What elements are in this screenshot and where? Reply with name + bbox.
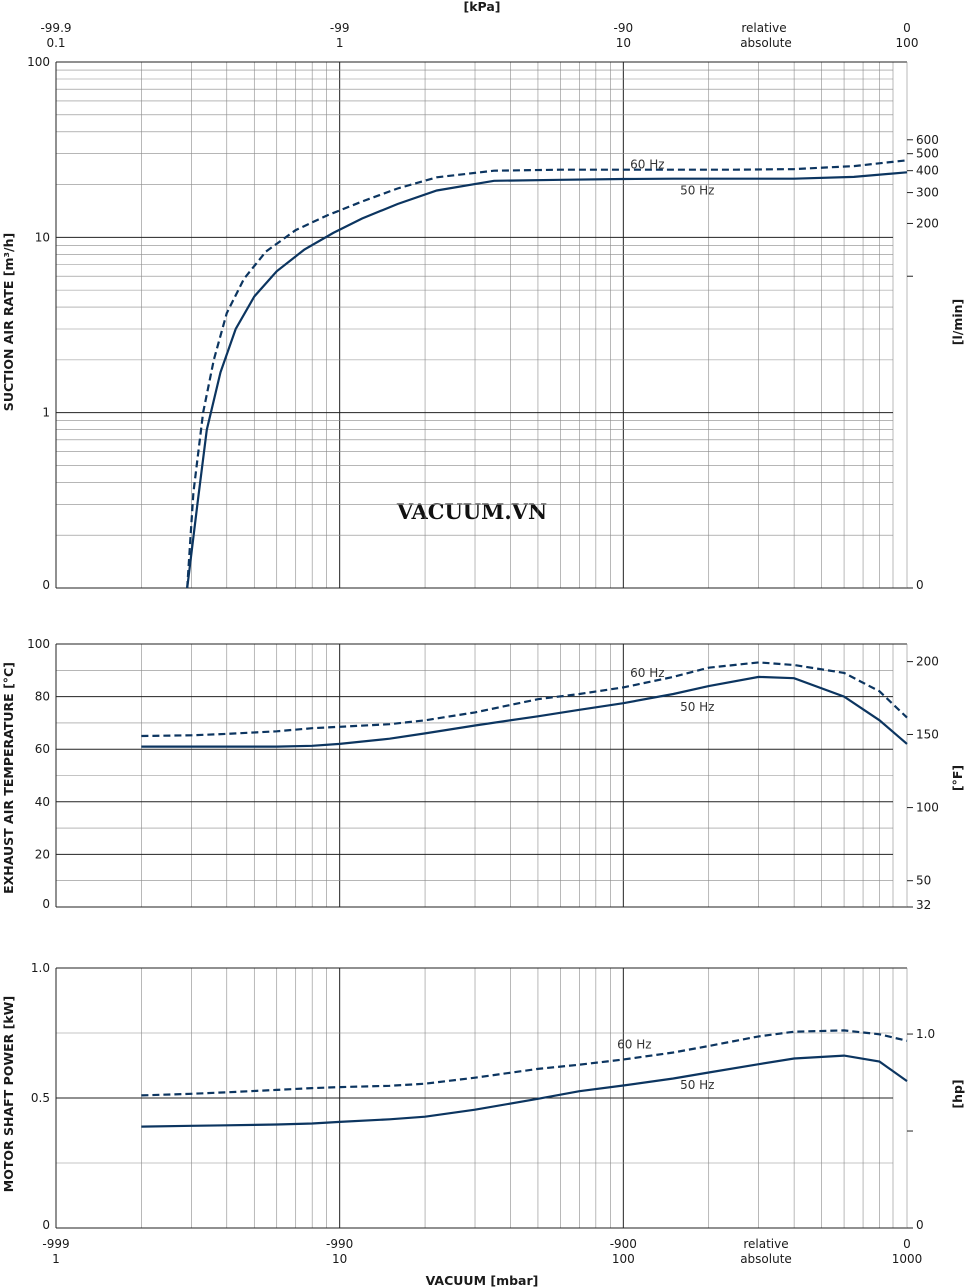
- series-line-60hz: [141, 1029, 908, 1097]
- bottom-tick-relative: -990: [326, 1237, 353, 1251]
- panel1-left-axis-title: SUCTION AIR RATE [m³/h]: [1, 233, 16, 411]
- series-label: 50 Hz: [680, 700, 714, 714]
- bottom-tick-absolute: 10: [332, 1252, 347, 1266]
- series-line-60hz: [186, 159, 908, 589]
- right-tick-label: 600: [916, 133, 939, 147]
- bottom-tick-absolute: 1: [52, 1252, 60, 1266]
- left-tick-label: 80: [35, 690, 50, 704]
- series-line-50hz: [141, 675, 908, 748]
- panel-1: [55, 61, 913, 589]
- left-tick-label: 100: [27, 637, 50, 651]
- top-tick-absolute: 1: [336, 36, 344, 50]
- left-tick-label: 40: [35, 795, 50, 809]
- bottom-tick-absolute: 100: [612, 1252, 635, 1266]
- top-tick-absolute: 0.1: [46, 36, 65, 50]
- series-label: 60 Hz: [617, 1038, 651, 1052]
- top-axis-absolute-label: absolute: [740, 36, 792, 50]
- series-line-50hz: [186, 171, 908, 589]
- top-tick-relative: 0: [903, 21, 911, 35]
- right-tick-label: 100: [916, 801, 939, 815]
- series-label: 60 Hz: [630, 666, 664, 680]
- bottom-axis-title: VACUUM [mbar]: [426, 1273, 539, 1287]
- top-tick-absolute: 10: [616, 36, 631, 50]
- left-tick-label: 60: [35, 742, 50, 756]
- bottom-tick-absolute: 1000: [892, 1252, 923, 1266]
- panel3-left-axis-title: MOTOR SHAFT POWER [kW]: [1, 996, 16, 1192]
- panel3-right-axis-title: [hp]: [950, 1079, 965, 1108]
- right-tick-label: 300: [916, 186, 939, 200]
- left-tick-label: 0: [42, 578, 50, 592]
- bottom-axis-absolute-label: absolute: [740, 1252, 792, 1266]
- panel-3: [55, 967, 913, 1229]
- right-tick-label: 400: [916, 164, 939, 178]
- panel-2: [55, 643, 913, 908]
- series-line-50hz: [141, 1054, 908, 1128]
- left-tick-label: 1: [42, 406, 50, 420]
- top-tick-relative: -99.9: [40, 21, 71, 35]
- panel2-left-axis-title: EXHAUST AIR TEMPERATURE [°C]: [1, 662, 16, 894]
- series-line-60hz: [141, 661, 908, 738]
- top-tick-relative: -90: [614, 21, 634, 35]
- bottom-axis-relative-label: relative: [743, 1237, 788, 1251]
- left-tick-label: 10: [35, 230, 50, 244]
- right-tick-label: 200: [916, 216, 939, 230]
- top-tick-relative: -99: [330, 21, 350, 35]
- left-tick-label: 0: [42, 897, 50, 911]
- bottom-tick-relative: -900: [610, 1237, 637, 1251]
- right-tick-label: 0: [916, 1218, 924, 1232]
- right-tick-label: 32: [916, 898, 931, 912]
- top-tick-absolute: 100: [896, 36, 919, 50]
- panel2-right-axis-title: [°F]: [950, 765, 965, 791]
- right-tick-label: 1.0: [916, 1027, 935, 1041]
- right-tick-label: 50: [916, 874, 931, 888]
- left-tick-label: 20: [35, 847, 50, 861]
- top-axis-relative-label: relative: [741, 21, 786, 35]
- right-tick-label: 0: [916, 578, 924, 592]
- series-label: 50 Hz: [680, 183, 714, 197]
- right-tick-label: 500: [916, 147, 939, 161]
- left-tick-label: 1.0: [31, 961, 50, 975]
- series-label: 50 Hz: [680, 1078, 714, 1092]
- left-tick-label: 0.5: [31, 1091, 50, 1105]
- series-label: 60 Hz: [630, 158, 664, 172]
- bottom-tick-relative: -999: [42, 1237, 69, 1251]
- top-axis-unit: [kPa]: [464, 0, 501, 14]
- right-tick-label: 150: [916, 727, 939, 741]
- bottom-tick-relative: 0: [903, 1237, 911, 1251]
- right-tick-label: 200: [916, 655, 939, 669]
- watermark: VACUUM.VN: [396, 499, 547, 524]
- left-tick-label: 100: [27, 55, 50, 69]
- panel1-right-axis-title: [l/min]: [950, 299, 965, 345]
- left-tick-label: 0: [42, 1218, 50, 1232]
